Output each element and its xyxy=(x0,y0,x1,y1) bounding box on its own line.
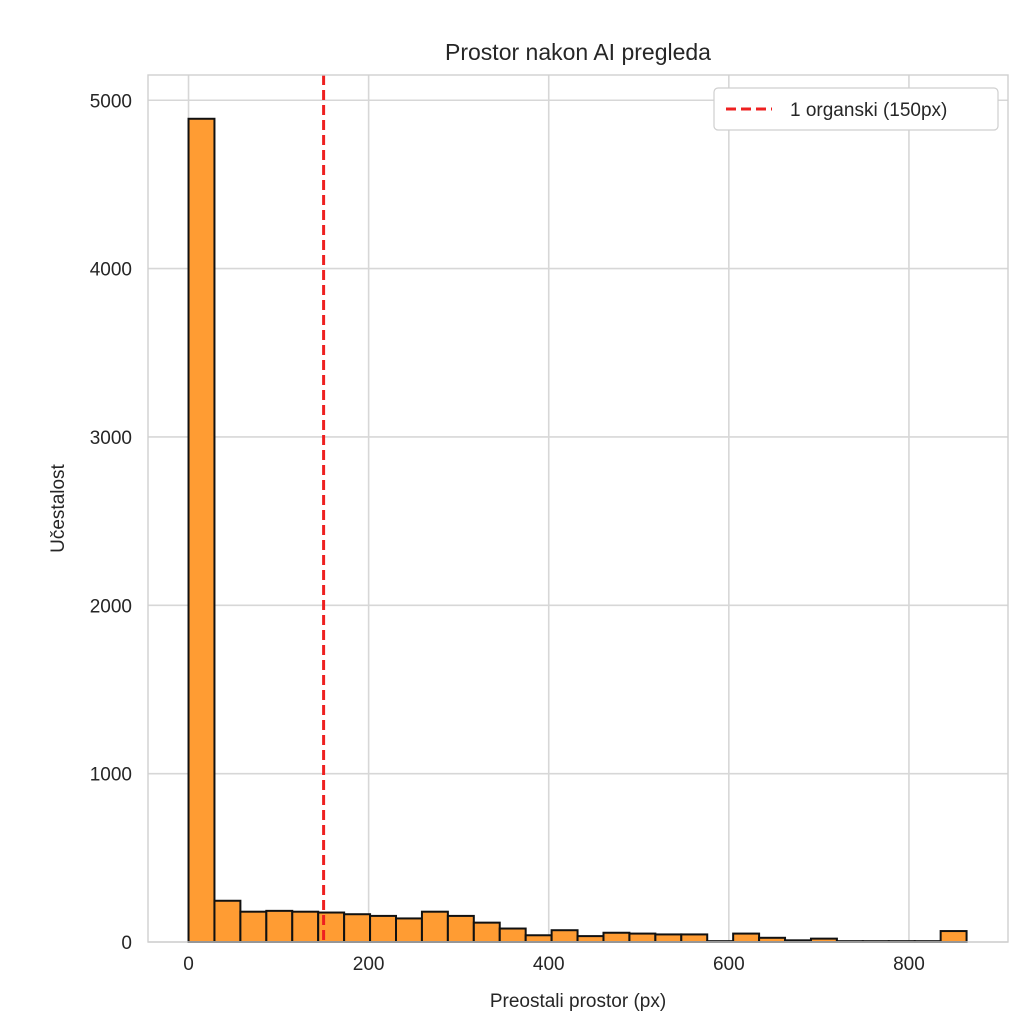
y-tick-label: 2000 xyxy=(90,596,132,617)
histogram-bar xyxy=(628,932,657,943)
y-axis-label: Učestalost xyxy=(48,463,69,552)
histogram-bar xyxy=(187,117,216,943)
histogram-bar xyxy=(654,933,683,943)
y-tick-label: 1000 xyxy=(90,765,132,786)
x-tick-label: 600 xyxy=(713,954,745,975)
plot-frame xyxy=(147,74,1009,943)
histogram-bar xyxy=(317,911,346,943)
y-tick-label: 3000 xyxy=(90,428,132,449)
tick-labels: 0 200 400 600 800 0 1000 2000 3000 4000 5000 xyxy=(90,91,925,975)
x-tick-label: 800 xyxy=(893,954,925,975)
y-tick-label: 5000 xyxy=(90,91,132,112)
x-axis-label: Preostali prostor (px) xyxy=(490,991,666,1012)
histogram-bar xyxy=(239,910,268,943)
histogram-bar xyxy=(498,927,527,944)
histogram-bar xyxy=(446,914,475,943)
histogram-bar xyxy=(472,921,501,944)
histogram-bar xyxy=(265,909,294,944)
histogram-bar xyxy=(369,914,398,943)
chart-title: Prostor nakon AI pregleda xyxy=(445,39,711,65)
histogram-bar xyxy=(420,910,449,943)
y-tick-label: 0 xyxy=(121,933,132,954)
y-tick-label: 4000 xyxy=(90,260,132,281)
histogram-bar xyxy=(576,935,605,944)
histogram-bar xyxy=(291,910,320,943)
histogram-bar xyxy=(343,913,372,944)
x-tick-label: 200 xyxy=(353,954,385,975)
legend-box xyxy=(713,87,999,131)
histogram-bar xyxy=(602,931,631,944)
histogram-bar xyxy=(524,934,553,943)
histogram-bar xyxy=(213,899,242,944)
histogram-bar xyxy=(680,933,709,943)
histogram-bar xyxy=(939,930,968,944)
histogram-bar xyxy=(732,932,761,943)
x-tick-label: 0 xyxy=(183,954,194,975)
bars xyxy=(187,117,968,944)
histogram-bar xyxy=(395,917,423,944)
x-tick-label: 400 xyxy=(533,954,565,975)
legend-label: 1 organski (150px) xyxy=(790,100,947,121)
histogram-bar xyxy=(550,929,579,943)
legend: 1 organski (150px) xyxy=(713,87,999,131)
